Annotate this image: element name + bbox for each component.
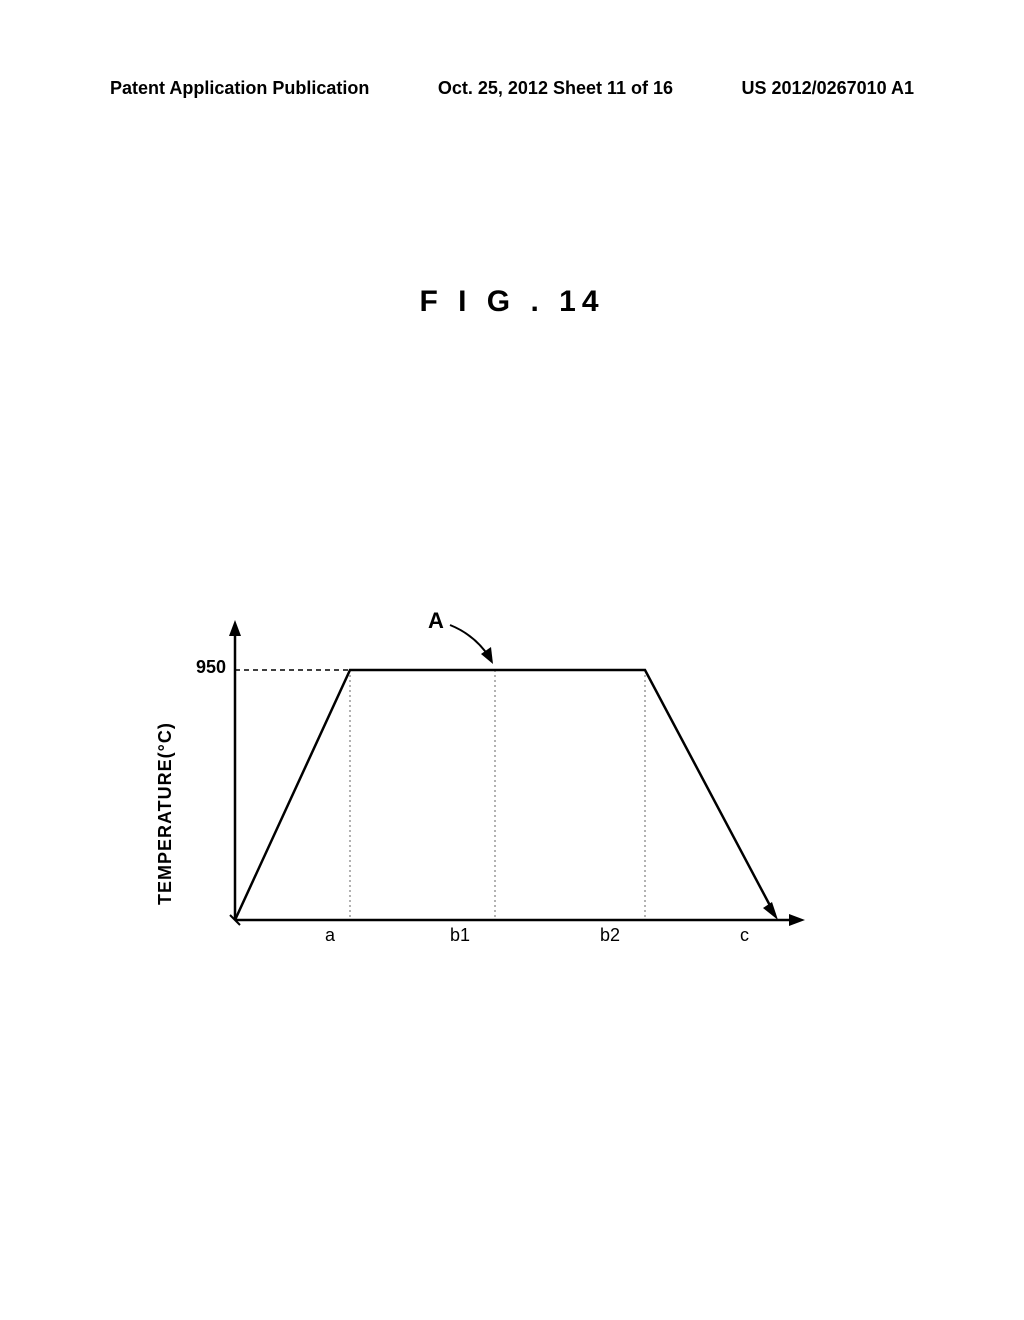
- temp-profile: [235, 670, 775, 920]
- x-label-b1: b1: [450, 925, 470, 946]
- x-axis-arrow: [789, 914, 805, 926]
- x-label-c: c: [740, 925, 749, 946]
- header-right: US 2012/0267010 A1: [742, 78, 914, 99]
- figure-label: F I G . 14: [0, 285, 1024, 319]
- patent-header: Patent Application Publication Oct. 25, …: [0, 78, 1024, 99]
- y-axis-label: TEMPERATURE(°C): [155, 722, 176, 905]
- x-label-b2: b2: [600, 925, 620, 946]
- header-left: Patent Application Publication: [110, 78, 369, 99]
- chart-svg: [195, 620, 805, 960]
- temperature-chart: [195, 620, 805, 960]
- y-axis-arrow: [229, 620, 241, 636]
- header-center: Oct. 25, 2012 Sheet 11 of 16: [438, 78, 673, 99]
- x-label-a: a: [325, 925, 335, 946]
- annotation-a: A: [428, 608, 444, 634]
- profile-end-arrow: [763, 902, 778, 920]
